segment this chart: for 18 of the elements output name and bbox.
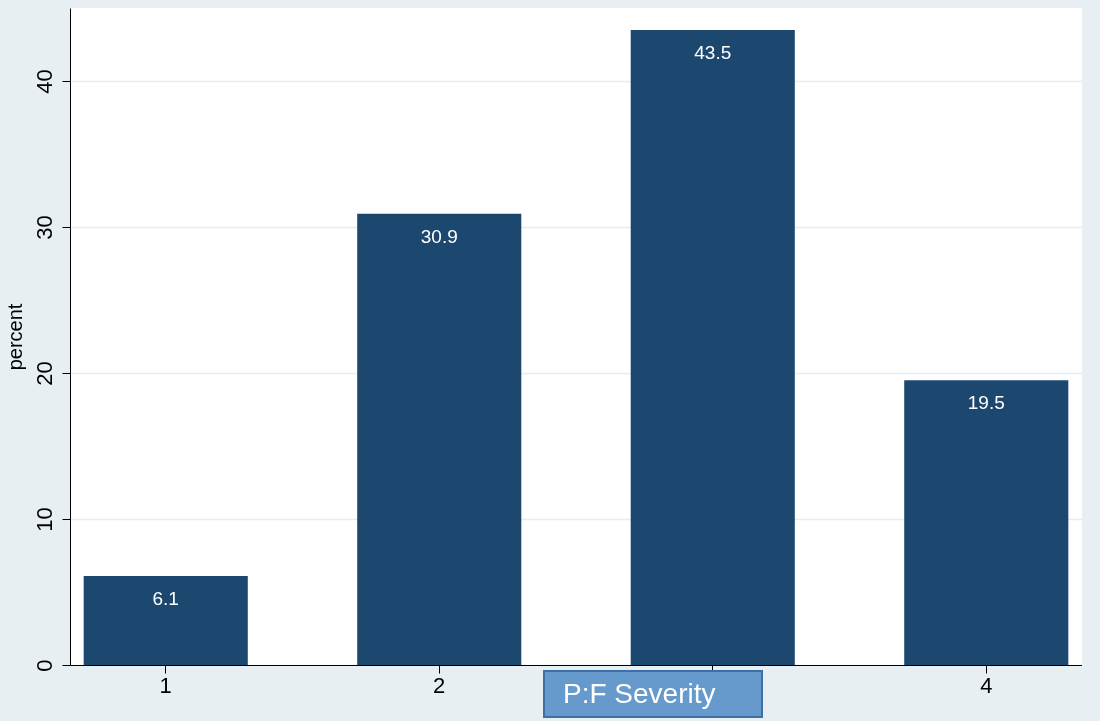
- x-tick-label: 4: [980, 672, 993, 698]
- y-tick-label: 30: [31, 215, 57, 240]
- bar: [83, 575, 248, 665]
- x-axis-title: P:F Severity: [543, 670, 763, 718]
- bar: [630, 29, 795, 665]
- x-tick-label: 2: [433, 672, 446, 698]
- data-label: 19.5: [967, 392, 1005, 414]
- data-label: 6.1: [152, 587, 179, 609]
- bar: [904, 380, 1069, 665]
- y-tick-label: 20: [31, 361, 57, 386]
- y-tick-label: 40: [31, 69, 57, 94]
- bar: [357, 213, 522, 665]
- y-axis-title: percent: [3, 303, 26, 371]
- y-tick-label: 0: [31, 659, 57, 672]
- y-tick-label: 10: [31, 507, 57, 532]
- data-label: 43.5: [694, 41, 732, 63]
- data-label: 30.9: [420, 225, 458, 247]
- x-tick-label: 1: [159, 672, 172, 698]
